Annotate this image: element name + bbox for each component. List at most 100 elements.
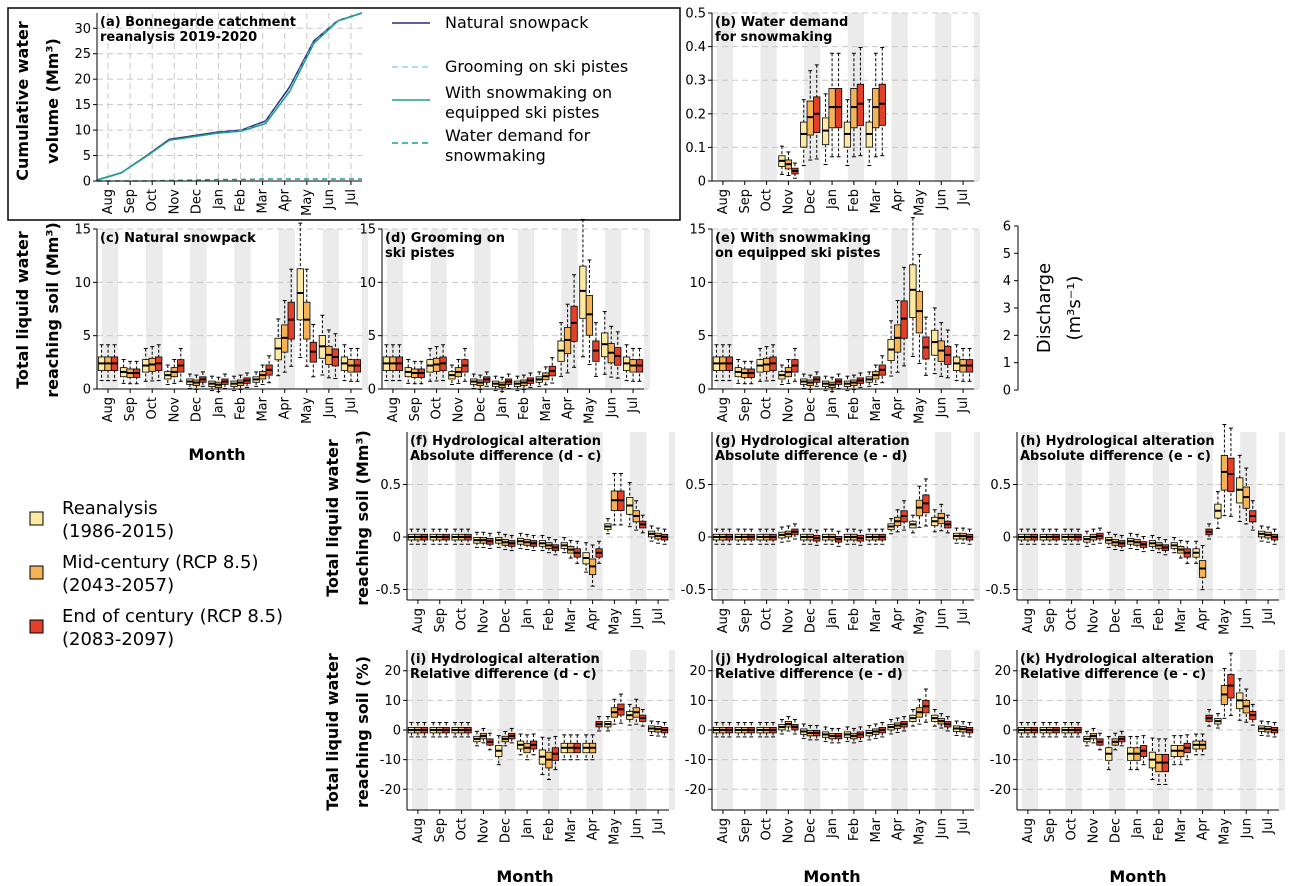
panel-g-month-band (804, 432, 821, 600)
panel-d-month-band (474, 229, 491, 389)
panel-j-xtick-label: Dec (803, 818, 818, 843)
panel-k-relative-difference: -20 -10 0 10 20 Aug Sep Oct Nov Dec Jan Feb Mar Apr Ma… (990, 650, 1285, 845)
panel-f-xtick-label: Jun (629, 608, 644, 629)
panel-e-xtick-label: Nov (781, 397, 796, 423)
panel-f-ytick-label: -0.5 (376, 583, 401, 598)
panel-g-month-band (847, 432, 865, 600)
panel-a-xtick-label: Apr (278, 188, 293, 211)
panel-d-title: (d) Grooming on (385, 231, 505, 246)
panel-a-xtick-label: Dec (189, 189, 204, 214)
panel-h-month-band (1240, 432, 1257, 600)
panel-f-xtick-label: Dec (498, 608, 513, 633)
panel-h-xtick-label: Oct (1065, 608, 1080, 630)
legend-line-label-line2: snowmaking (445, 146, 546, 165)
panel-e-snowmaking: 0 5 10 15 Aug Sep Oct Nov Dec Jan Feb Mar Apr May Jun J… (689, 217, 980, 424)
panel-j-xtick-label: Aug (716, 818, 731, 843)
panel-d-month-band (386, 229, 404, 389)
panel-g-ytick-label: 0.5 (685, 478, 706, 493)
panel-k-ytick-label: -20 (990, 783, 1011, 798)
panel-e-xtick-label: Jan (825, 397, 840, 418)
panel-f-xtick-label: Nov (476, 608, 491, 634)
line-legend: Natural snowpack Grooming on ski pistes Wi… (392, 13, 628, 165)
discharge-axis: 0 1 2 3 4 5 6 Discharge (m³s⁻¹) (1003, 220, 1085, 399)
panel-g-xtick-label: Apr (891, 607, 906, 630)
panel-i-xtick-label: Dec (498, 818, 513, 843)
panel-g-xtick-label: Nov (781, 608, 796, 634)
panel-b-month-band (760, 13, 777, 181)
panel-a-xtick-label: Jan (211, 189, 226, 210)
legend-period-swatch (29, 565, 44, 580)
panel-i-ytick-label: -10 (380, 753, 401, 768)
panel-a-title: (a) Bonnegarde catchment (100, 15, 296, 30)
legend-period-label: Mid-century (RCP 8.5) (62, 552, 259, 573)
panel-i-month-band (586, 650, 603, 810)
panel-b-xtick-label: Jan (825, 189, 840, 210)
panel-d-ytick-label: 15 (359, 223, 376, 238)
panel-c-edge-band (362, 229, 368, 389)
panel-b-month-band (716, 13, 734, 181)
panel-f-xtick-label: Sep (433, 608, 448, 633)
panel-e-ytick-label: 5 (698, 329, 706, 344)
panel-d-ytick-label: 5 (368, 329, 376, 344)
panel-h-xtick-label: Aug (1021, 608, 1036, 633)
panel-e-xtick-label: Sep (738, 397, 753, 422)
panel-k-ytick-label: 0 (1003, 724, 1011, 739)
panel-b-ytick-label: 0.4 (685, 40, 706, 55)
panel-h-xtick-label: Apr (1196, 607, 1211, 630)
panel-d-xtick-label: Jul (626, 397, 641, 414)
panel-e-month-band (847, 229, 865, 389)
panel-d-xtick-label: Feb (517, 397, 532, 420)
panel-b-xtick-label: Jul (956, 189, 971, 206)
panel-k-title-line2: Relative difference (e - c) (1020, 667, 1206, 682)
panel-c-month-band (146, 229, 163, 389)
panel-e-xtick-label: Jul (956, 397, 971, 414)
panel-a-ytick-label: 5 (83, 149, 91, 164)
panel-c-month-band (234, 229, 251, 389)
panel-b-box-end (856, 83, 865, 126)
legend-period-label: Reanalysis (62, 498, 158, 519)
panel-h-xtick-label: Jul (1261, 608, 1276, 625)
discharge-ytick-label: 4 (1003, 274, 1011, 289)
panel-g-month-band (891, 432, 908, 600)
period-legend: Reanalysis(1986-2015) Mid-century (RCP 8.… (29, 498, 283, 650)
panel-h-ytick-label: -0.5 (986, 583, 1011, 598)
legend-line-label: Water demand for (445, 126, 591, 145)
panel-i-relative-difference: -20 -10 0 10 20 Aug Sep Oct Nov Dec Jan Feb Mar Apr Ma… (380, 650, 675, 845)
panel-j-ytick-label: 10 (689, 694, 706, 709)
panel-b-month-band (935, 13, 952, 181)
panel-e-box-mid (915, 291, 924, 334)
panel-a-xtick-label: Feb (234, 189, 249, 212)
ylabel-c: Total liquid water (13, 231, 32, 389)
legend-period-label-line2: (2083-2097) (62, 629, 174, 650)
panel-h-xtick-label: Jan (1130, 608, 1145, 629)
panel-c-xtick-label: Jan (211, 397, 226, 418)
panel-i-ytick-label: -20 (380, 783, 401, 798)
panel-b-xtick-label: Jun (934, 189, 949, 210)
panel-a-xtick-label: Sep (123, 189, 138, 214)
panel-g-title-line2: Absolute difference (e - d) (715, 449, 907, 464)
panel-j-xtick-label: Apr (891, 817, 906, 840)
legend-period-label-line2: (1986-2015) (62, 521, 174, 542)
panel-i-ytick-label: 20 (384, 664, 401, 679)
panel-e-edge-band (974, 229, 980, 389)
panel-h-title: (h) Hydrological alteration (1020, 434, 1215, 449)
panel-g-xtick-label: Aug (716, 608, 731, 633)
panel-h-xtick-label: Jun (1239, 608, 1254, 629)
ylabel-c-line2: reaching soil (Mm³) (43, 222, 62, 398)
panel-c-xtick-label: Aug (101, 397, 116, 422)
panel-b-water-demand: 0 0.1 0.2 0.3 0.4 0.5 Aug Sep Oct Nov Dec Jan Feb Mar… (685, 7, 980, 216)
panel-c-xtick-label: May (300, 397, 315, 424)
panel-g-xtick-label: Jan (825, 608, 840, 629)
panel-b-month-band (804, 13, 821, 181)
panel-g-xtick-label: Jun (934, 608, 949, 629)
panel-e-ytick-label: 0 (698, 383, 706, 398)
panel-d-month-band (517, 229, 535, 389)
panel-g-xtick-label: May (912, 608, 927, 635)
panel-h-ytick-label: 0.5 (990, 478, 1011, 493)
panel-d-ytick-label: 0 (368, 383, 376, 398)
panel-h-xtick-label: Feb (1152, 608, 1167, 631)
xlabel-i: Month (496, 867, 553, 886)
discharge-ytick-label: 6 (1003, 220, 1011, 235)
panel-f-xtick-label: Jul (651, 608, 666, 625)
panel-f-xtick-label: Feb (542, 608, 557, 631)
